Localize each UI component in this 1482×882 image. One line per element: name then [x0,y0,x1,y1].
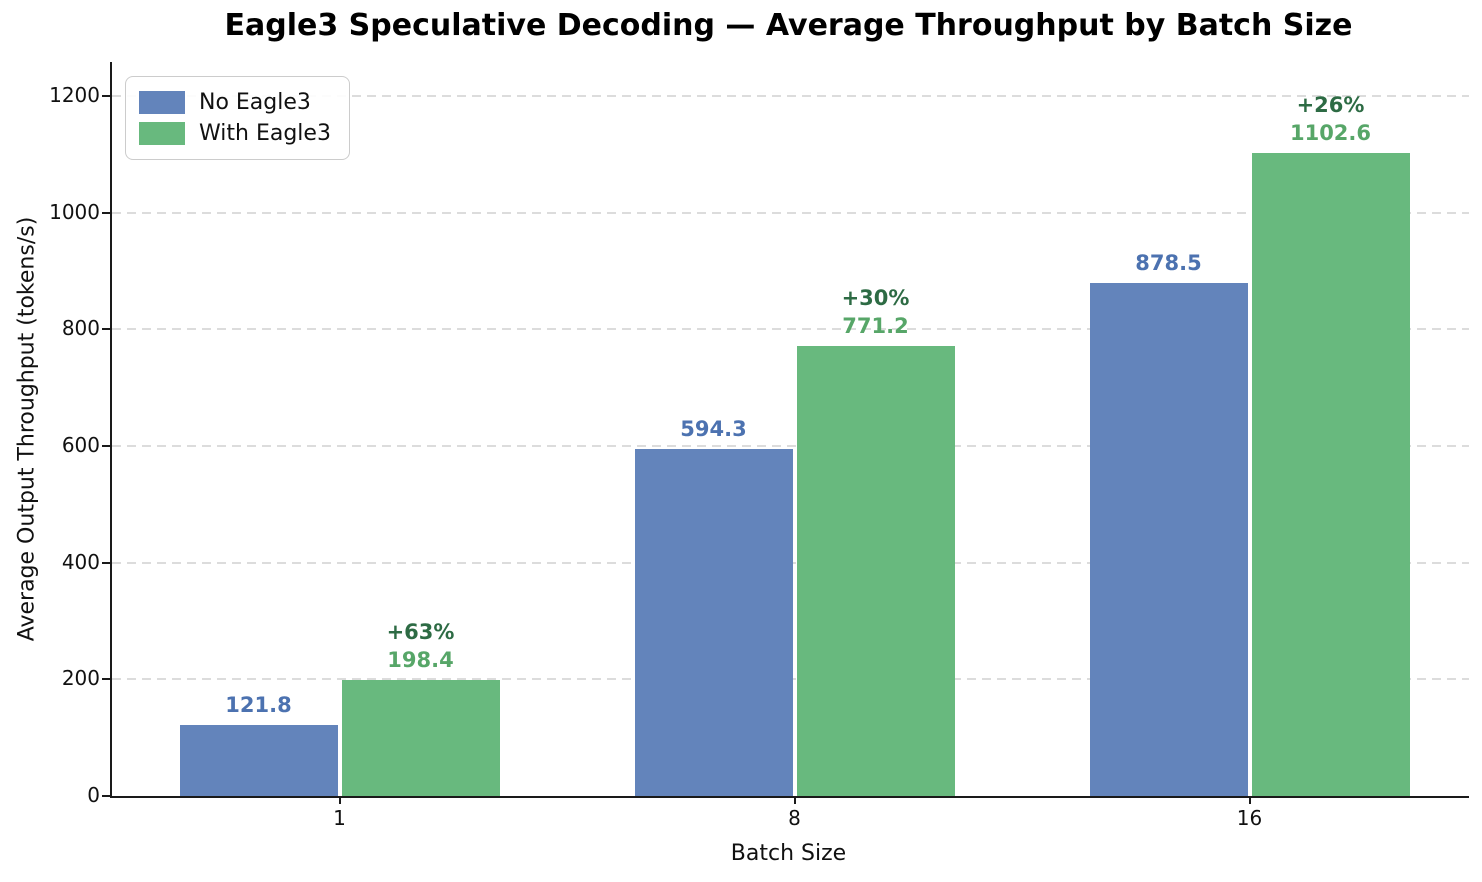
y-tick [102,561,110,564]
bar-value-label: 1102.6 [1289,120,1372,145]
bar-no-eagle3 [634,449,793,796]
legend-swatch-no-eagle3 [139,91,185,114]
y-tick [102,444,110,447]
y-tick-label: 600 [61,432,100,457]
legend-item-no-eagle3: No Eagle3 [139,87,331,118]
x-tick-label: 16 [1236,806,1263,830]
y-tick-label: 800 [61,316,100,341]
plot-area: 0 200 400 600 800 1000 1200 1 8 16 121.8 594.3 878.5… [49,62,1469,830]
bar-with-eagle3 [796,346,955,796]
y-tick [102,328,110,331]
bar-value-label: 878.5 [1135,251,1202,276]
y-axis-label: Average Output Throughput (tokens/s) [14,216,40,642]
gridline [112,444,1469,447]
bar-no-eagle3 [179,724,338,796]
y-tick [102,211,110,214]
gridline [112,211,1469,214]
bar-with-eagle3 [341,680,500,796]
x-axis-label: Batch Size [730,841,847,866]
gridline [112,94,1469,97]
bar-value-and-gain-label: +26% 1102.6 [1252,91,1410,147]
bar-value-and-gain-label: +63% 198.4 [342,618,500,674]
x-tick [1248,796,1251,804]
bar-value-label: 771.2 [842,314,909,339]
bar-value-label: 594.3 [680,417,747,442]
pct-gain-label: +30% [841,286,910,311]
x-tick [793,796,796,804]
legend-swatch-with-eagle3 [139,122,185,145]
x-tick-label: 8 [788,806,801,830]
pct-gain-label: +63% [386,620,455,645]
y-tick [102,795,110,797]
legend-label-no-eagle3: No Eagle3 [199,90,311,115]
legend-label-with-eagle3: With Eagle3 [199,121,331,146]
gridline [112,328,1469,331]
y-tick [102,94,110,97]
bar-no-eagle3 [1089,283,1248,796]
y-tick-label: 200 [61,666,100,691]
y-tick-label: 1000 [49,199,100,224]
legend: No Eagle3 With Eagle3 [125,76,350,160]
pct-gain-label: +26% [1296,92,1365,117]
x-tick [338,796,341,804]
bar-value-and-gain-label: +30% 771.2 [797,284,955,340]
y-tick-label: 0 [87,783,100,807]
bar-value-label: 198.4 [387,648,454,673]
y-tick-label: 1200 [49,82,100,107]
y-tick-label: 400 [61,549,100,574]
x-tick-label: 1 [333,806,346,830]
chart-title: Eagle3 Speculative Decoding — Average Th… [224,8,1353,43]
bar-value-label: 121.8 [225,692,292,717]
y-tick [102,678,110,681]
bar-with-eagle3 [1251,152,1410,796]
legend-item-with-eagle3: With Eagle3 [139,118,331,149]
